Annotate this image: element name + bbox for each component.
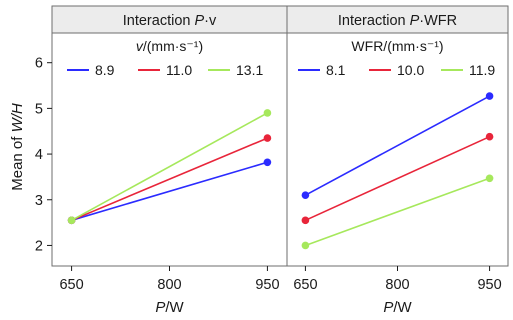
panel-right: Interaction P·WFR WFR/(mm·s⁻¹) 8.1 10.0 11… [286,5,509,316]
series-line-11.9 [305,177,490,247]
panel-left-x-axis-title: P/W [155,299,184,316]
series-line-10.0 [305,135,490,222]
legend-label-11.9: 11.9 [469,62,495,78]
x-tick-label: 650 [293,277,317,293]
data-point-13.1-950 [263,109,272,117]
legend-label-10.0: 10.0 [397,62,424,78]
panel-right-x-axis-title: P/W [383,299,412,316]
legend-label-13.1: 13.1 [236,62,263,78]
legend-label-8.9: 8.9 [95,62,115,78]
series-line-11.0 [71,137,268,222]
data-point-10.0-950 [485,132,494,141]
y-axis-title: Mean of W/H [9,103,26,191]
panel-right-legend-title: WFR/(mm·s⁻¹) [351,38,443,54]
data-point-13.1-650 [67,216,76,225]
y-tick-label: 3 [35,193,43,209]
x-tick-label: 800 [157,277,181,293]
panel-right-strip [286,5,509,34]
y-tick-label: 5 [35,101,43,117]
data-point-8.1-950 [485,92,494,100]
data-point-11.0-950 [263,134,272,142]
legend-label-11.0: 11.0 [166,62,192,78]
x-tick-label: 650 [59,277,83,293]
panel-left-strip [51,5,288,34]
data-point-8.1-650 [301,191,310,199]
data-point-10.0-650 [301,216,310,225]
y-tick-label: 6 [35,56,43,72]
y-tick-label: 4 [35,147,43,163]
series-line-8.9 [71,161,268,222]
series-line-8.1 [305,95,490,196]
panel-left-strip-title: Interaction P·v [123,13,217,29]
x-tick-label: 800 [385,277,409,293]
x-tick-label: 950 [477,277,501,293]
data-point-11.9-950 [485,174,494,183]
panel-left-legend-title: v/(mm·s⁻¹) [136,38,203,54]
legend-label-8.1: 8.1 [326,62,346,78]
x-tick-label: 950 [255,277,279,293]
data-point-8.9-950 [263,158,272,167]
y-tick-label: 2 [35,238,43,254]
series-line-13.1 [71,112,268,222]
panel-right-strip-title: Interaction P·WFR [338,13,457,29]
data-point-11.9-650 [301,241,310,250]
panel-left: Interaction P·v v/(mm·s⁻¹) 8.9 11.0 13.1 2… [35,5,288,316]
